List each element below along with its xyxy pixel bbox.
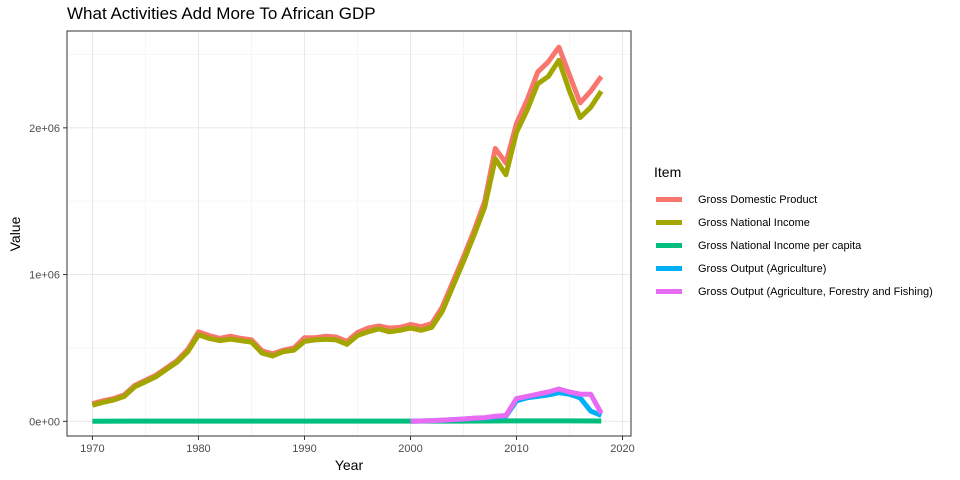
plot-border xyxy=(66,30,632,437)
legend-item-gni-per-capita: Gross National Income per capita xyxy=(654,234,933,257)
y-axis-label: Value xyxy=(7,216,23,251)
legend-item-gross-output-agriculture: Gross Output (Agriculture) xyxy=(654,257,933,280)
legend-key-gross-output-agriculture xyxy=(656,266,682,271)
y-tick-label: 2e+06 xyxy=(29,123,60,135)
legend-key-gross-output-aff xyxy=(656,289,682,294)
x-tick-label: 1990 xyxy=(292,443,316,455)
x-tick-label: 2020 xyxy=(610,443,634,455)
x-tick-label: 1970 xyxy=(80,443,104,455)
legend-label-gni-per-capita: Gross National Income per capita xyxy=(698,239,862,252)
legend-item-gni: Gross National Income xyxy=(654,211,933,234)
x-tick-label: 1980 xyxy=(186,443,210,455)
grid-minor xyxy=(67,31,631,436)
series-line-1 xyxy=(91,57,604,408)
legend-key-gdp xyxy=(656,197,682,202)
y-axis: 0e+00 1e+06 2e+06 xyxy=(29,123,67,428)
legend-label-gdp: Gross Domestic Product xyxy=(698,193,818,206)
legend-label-gross-output-agriculture: Gross Output (Agriculture) xyxy=(698,262,827,275)
grid-major xyxy=(67,31,631,436)
series-line-4 xyxy=(410,386,604,424)
x-axis: 1970 1980 1990 2000 2010 2020 xyxy=(80,436,635,455)
legend-title: Item xyxy=(654,164,682,180)
x-tick-label: 2010 xyxy=(504,443,528,455)
legend-key-gni xyxy=(656,220,682,225)
x-axis-label: Year xyxy=(335,457,364,473)
plot-panel xyxy=(67,31,631,436)
legend: Item Gross Domestic Product Gross Nation… xyxy=(654,164,933,303)
legend-label-gni: Gross National Income xyxy=(698,216,810,229)
y-tick-label: 0e+00 xyxy=(29,416,60,428)
legend-item-gdp: Gross Domestic Product xyxy=(654,188,933,211)
legend-item-gross-output-aff: Gross Output (Agriculture, Forestry and … xyxy=(654,280,933,303)
series-layer xyxy=(91,44,604,424)
legend-key-gni-per-capita xyxy=(656,243,682,248)
legend-label-gross-output-aff: Gross Output (Agriculture, Forestry and … xyxy=(698,285,933,298)
x-tick-label: 2000 xyxy=(398,443,422,455)
y-tick-label: 1e+06 xyxy=(29,270,60,282)
chart-title: What Activities Add More To African GDP xyxy=(67,4,376,23)
